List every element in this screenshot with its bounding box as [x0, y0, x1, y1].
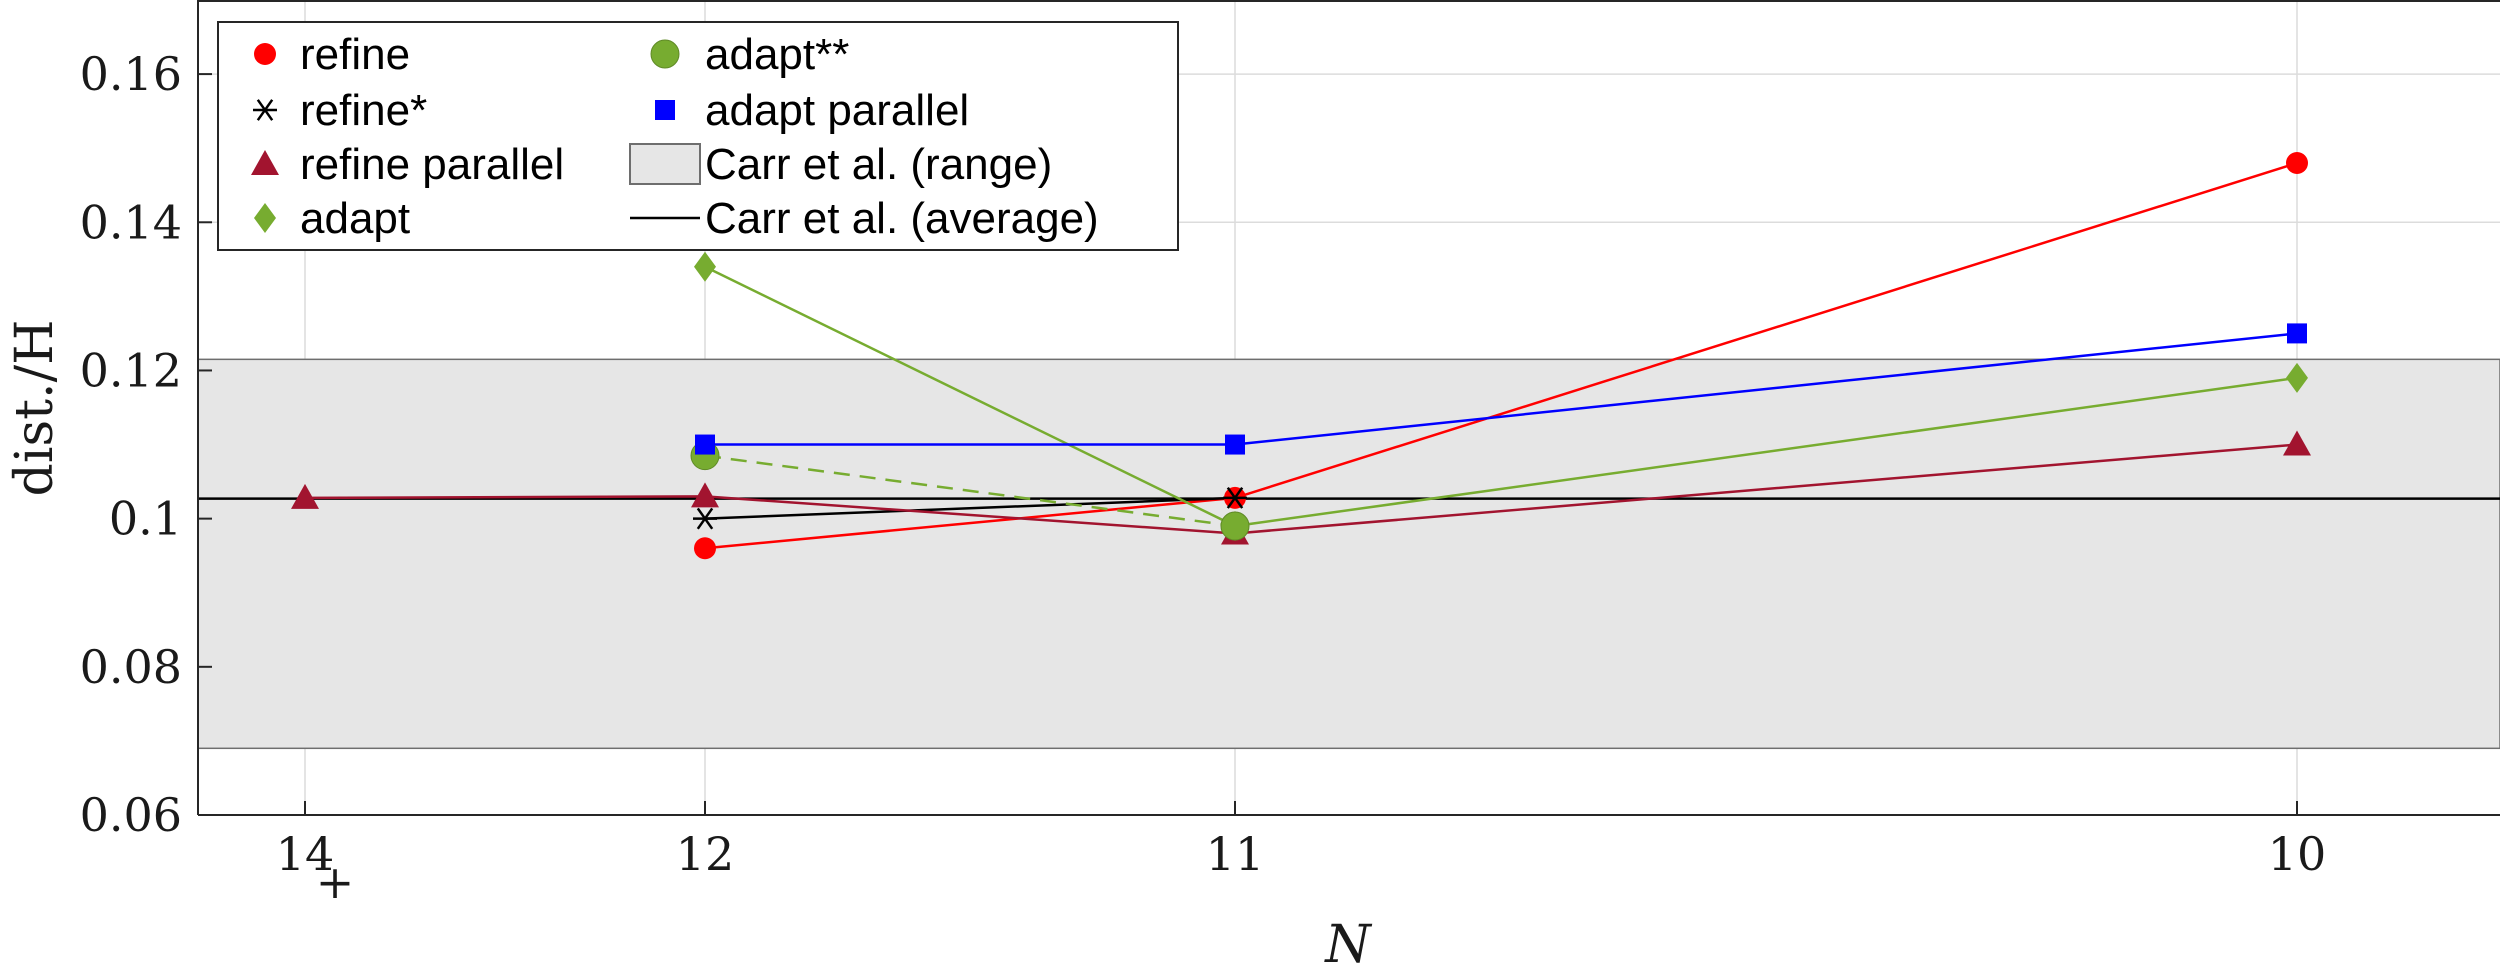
- legend-label-refine-parallel: refine parallel: [300, 140, 564, 189]
- y-tick-label: 0.12: [80, 343, 182, 397]
- series-line-adapt-star-star: [704, 454, 1236, 528]
- data-point-adapt: [694, 251, 716, 282]
- legend-label-refine-star: refine*: [300, 86, 427, 135]
- x-tick-label: 10: [2268, 827, 2327, 881]
- y-tick-label: 0.1: [109, 492, 182, 546]
- series-line-refine-parallel: [304, 443, 2298, 535]
- tick-labels: 0.06 0.08 0.1 0.12 0.14 0.16 14+12 11 10: [80, 47, 2327, 909]
- data-point-adapt-parallel: [1225, 434, 1245, 455]
- data-point-refine-parallel: [291, 483, 319, 509]
- data-point-refine-star: [1223, 486, 1247, 509]
- asterisk-stroke: [1226, 486, 1244, 509]
- legend-marker-refine-star: [253, 99, 277, 121]
- legend-marker-carr-range: [629, 143, 701, 185]
- legend-marker-adapt-star-star: [650, 39, 680, 69]
- y-tick-label: 0.14: [80, 195, 182, 249]
- y-axis-label: dist./H: [5, 320, 65, 497]
- series-layer: [291, 152, 2311, 560]
- asterisk-stroke: [256, 99, 274, 121]
- asterisk-stroke: [696, 507, 714, 530]
- series-line-refine-star: [704, 496, 1236, 520]
- legend-label-refine: refine: [300, 30, 410, 79]
- y-tick-label: 0.06: [80, 788, 182, 842]
- legend-label-carr-et-al-range-: Carr et al. (range): [705, 140, 1052, 189]
- data-point-refine-star: [693, 507, 717, 530]
- legend-label-adapt-parallel: adapt parallel: [705, 86, 969, 135]
- data-point-refine-parallel: [2283, 430, 2311, 456]
- data-point-refine: [694, 537, 716, 560]
- data-point-adapt-parallel: [2287, 323, 2307, 344]
- y-tick-label: 0.08: [80, 640, 182, 694]
- legend-marker-refine-parallel: [251, 150, 279, 175]
- x-tick-subscript: +: [316, 855, 355, 909]
- legend-marker-adapt: [254, 203, 276, 233]
- legend-marker-adapt-parallel: [655, 100, 675, 120]
- data-point-adapt: [2286, 362, 2308, 393]
- legend-label-carr-et-al-average-: Carr et al. (average): [705, 194, 1099, 243]
- x-axis-label: N: [1323, 915, 1372, 970]
- legend-label-adapt-star-star: adapt**: [705, 30, 849, 79]
- y-tick-label: 0.16: [80, 47, 182, 101]
- axes: [197, 0, 2500, 816]
- data-point-refine: [2286, 152, 2308, 174]
- x-tick-label: 11: [1206, 827, 1265, 881]
- legend-marker-refine: [254, 43, 276, 65]
- legend: refine refine* refine parallel adapt adapt**…: [217, 21, 1179, 251]
- legend-label-adapt: adapt: [300, 194, 410, 243]
- x-tick-label: 12: [676, 827, 735, 881]
- carr-range-band: [197, 358, 2500, 750]
- x-tick-label: 14: [276, 827, 335, 881]
- legend-box: [217, 21, 1179, 251]
- data-point-refine-parallel: [691, 482, 719, 508]
- data-point-adapt-star-star: [1220, 511, 1250, 541]
- data-point-adapt-parallel: [695, 434, 715, 455]
